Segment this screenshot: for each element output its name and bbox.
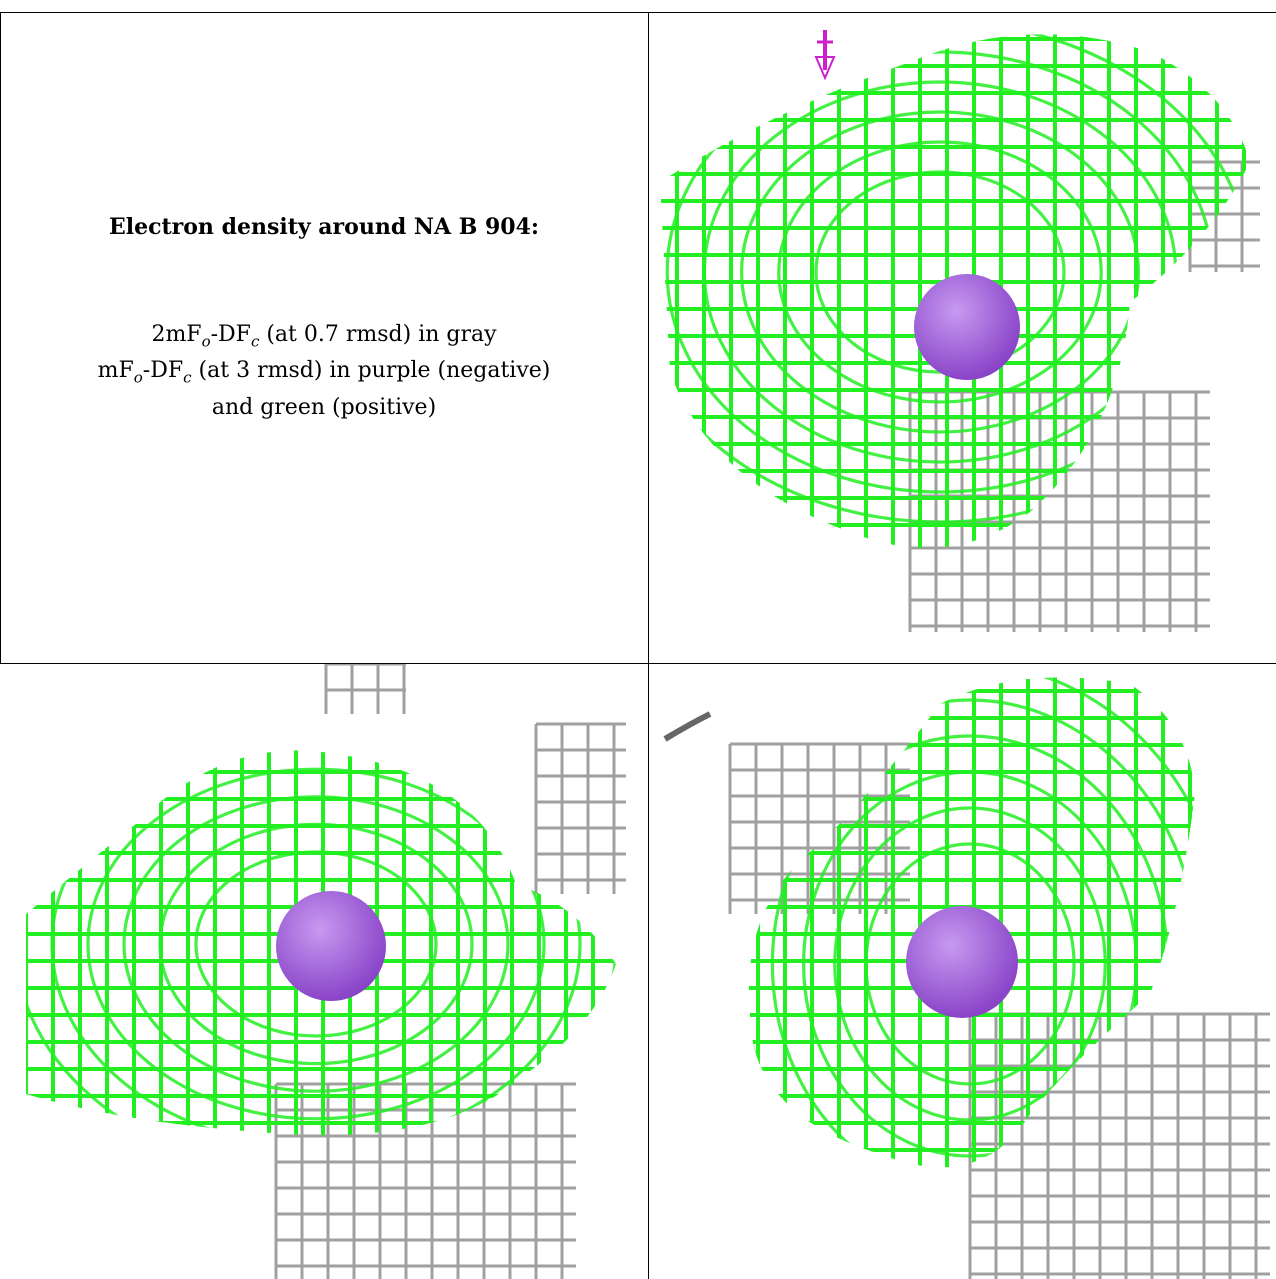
density-view-bottom-left [26,664,648,1279]
gray-mesh-right [534,722,626,894]
border-vertical-center [648,12,649,1279]
na-atom-sphere-1 [914,274,1020,380]
gray-fragment [663,711,712,742]
border-top [0,12,1276,13]
gray-mesh-right [1188,160,1260,272]
figure-title: Electron density around NA B 904: [108,214,539,240]
na-atom-sphere-3 [906,906,1018,1018]
legend-line-fofc: mFo-DFc (at 3 rmsd) in purple (negative) [97,358,551,387]
density-view-bottom-right [650,664,1276,1279]
border-left [0,12,1,664]
gray-mesh-lower [908,390,1210,632]
na-atom-sphere-2 [276,891,386,1001]
negative-density-marker [814,30,836,81]
legend-line-positive: and green (positive) [211,394,437,420]
gray-mesh-bottom [274,1082,576,1279]
density-mesh-view-1 [660,30,1260,632]
caption-panel: Electron density around NA B 904: 2mFo-D… [0,0,648,634]
density-mesh-view-3 [663,677,1270,1279]
density-view-top-right [650,12,1276,634]
gray-mesh-left [728,742,910,914]
gray-mesh-bottom [968,1012,1270,1279]
legend-line-2fofc: 2mFo-DFc (at 0.7 rmsd) in gray [151,322,497,351]
map-legend: 2mFo-DFc (at 0.7 rmsd) in gray mFo-DFc (… [0,320,648,423]
gray-mesh-top [324,664,406,714]
border-horizontal-center [0,663,1276,664]
density-mesh-view-2 [26,664,626,1279]
